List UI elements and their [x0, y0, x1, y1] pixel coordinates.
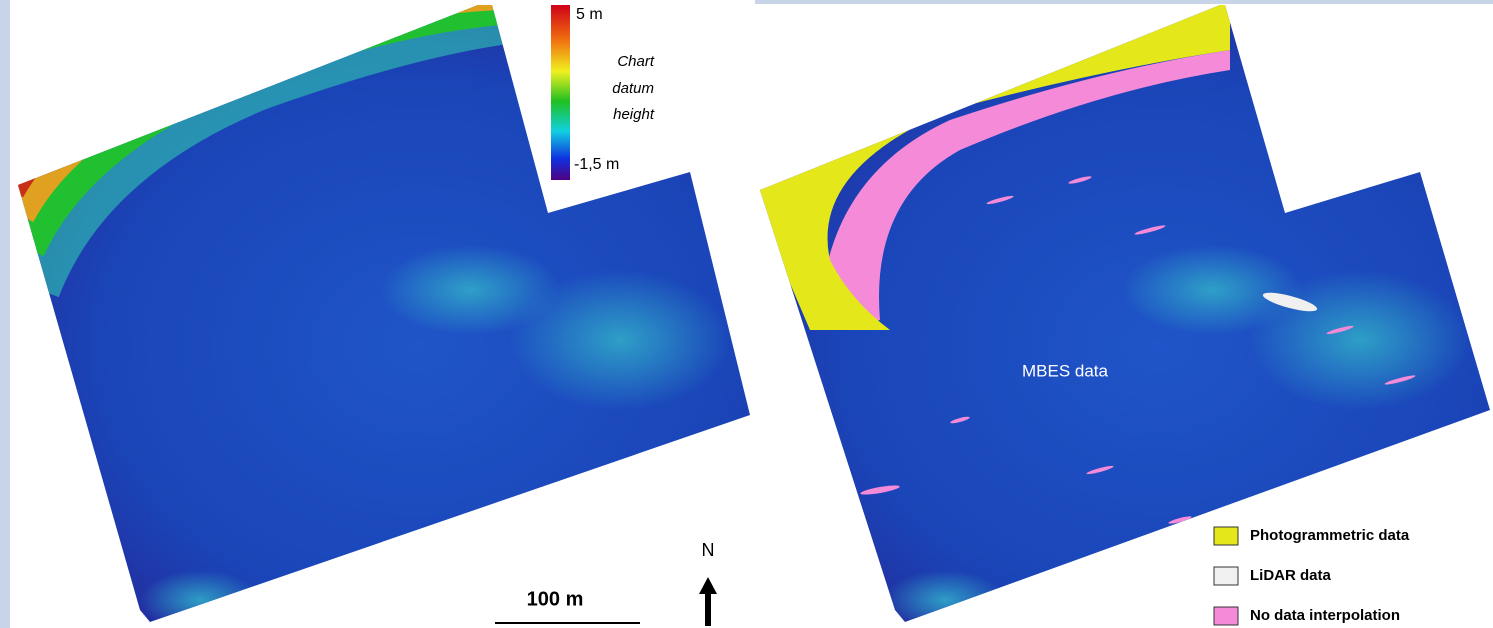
legend-label: No data interpolation	[1250, 607, 1400, 624]
colorbar-title: Chart	[617, 53, 655, 70]
north-label: N	[702, 540, 715, 560]
colorbar-title: datum	[612, 80, 654, 97]
north-arrow	[699, 577, 717, 626]
colorbar-title: height	[613, 106, 655, 123]
legend-swatch	[1214, 527, 1238, 545]
legend-label: LiDAR data	[1250, 567, 1331, 584]
colorbar	[551, 5, 570, 180]
figure: 5 m Chart datum height -1,5 m 100 m N MB…	[0, 0, 1493, 628]
colorbar-max-label: 5 m	[576, 6, 603, 23]
window-edge	[755, 0, 1493, 4]
map-annotation: MBES data	[1022, 361, 1109, 380]
window-edge	[0, 0, 10, 628]
scale-bar-label: 100 m	[527, 588, 584, 610]
legend-swatch	[1214, 567, 1238, 585]
colorbar-min-label: -1,5 m	[574, 156, 619, 173]
legend: Photogrammetric data LiDAR data No data in…	[1214, 527, 1410, 625]
legend-swatch	[1214, 607, 1238, 625]
legend-label: Photogrammetric data	[1250, 527, 1410, 544]
